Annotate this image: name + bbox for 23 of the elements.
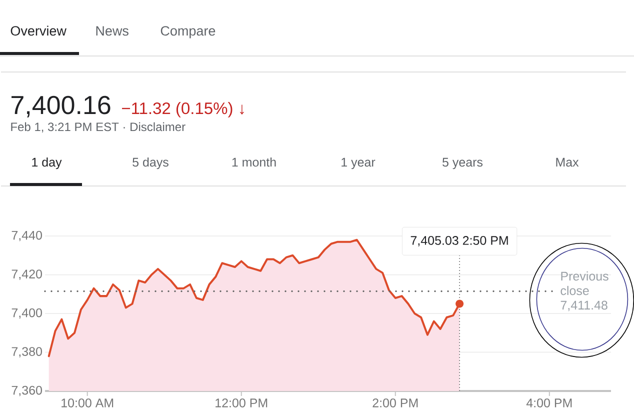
text: 1 day [32,157,62,170]
annotation: 7,405.03 2:50 PM [410,236,508,246]
text: Max [556,158,579,167]
x-tick-label: 4:00 PM [526,398,572,408]
chart-subtitle: −11.32 (0.15%) ↓ [122,102,244,118]
text: 1 year [342,158,376,170]
chart-title: 7,400.16 [12,96,110,118]
y-tick-label: 7,380 [12,347,42,358]
x-tick-label: 12:00 PM [216,398,268,408]
y-tick-label: 7,360 [12,386,42,396]
text: 5 years [442,158,483,170]
x-tick-label: 10:00 AM [62,398,114,408]
text: 5 days [132,157,168,170]
text: Feb 1, 3:21 PM EST · Disclaimer [11,122,186,133]
text: News [96,26,128,36]
text: Compare [160,26,216,38]
y-tick-label: 7,440 [12,230,42,242]
y-tick-label: 7,420 [12,270,42,280]
y-tick-label: 7,400 [12,308,42,319]
ref-line-label: Previous close 7,411.48 [560,271,608,312]
x-tick-label: 2:00 PM [372,398,418,408]
text: Overview [10,26,66,36]
text: 1 month [232,157,276,167]
